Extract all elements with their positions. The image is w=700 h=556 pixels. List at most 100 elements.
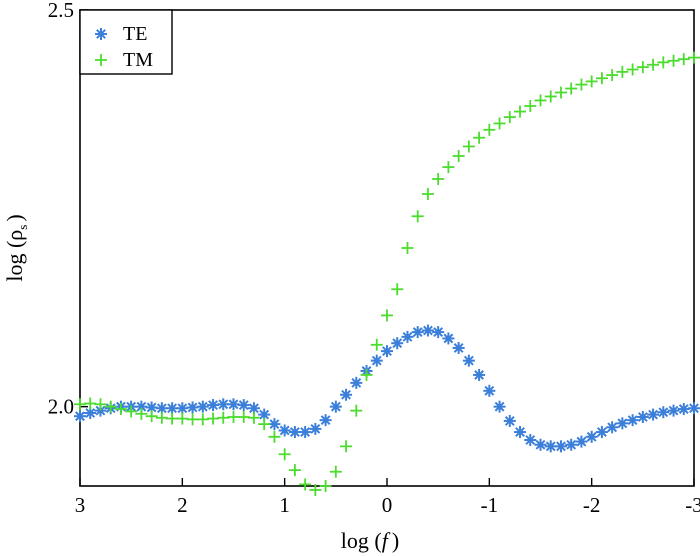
data-point-tm	[381, 309, 393, 322]
data-point-te	[585, 430, 598, 443]
data-point-tm	[452, 149, 465, 162]
data-point-tm	[524, 99, 537, 112]
legend-symbol-te	[95, 28, 107, 40]
x-tick-label: -2	[583, 493, 601, 517]
data-point-te	[411, 326, 424, 339]
legend-label-te: TE	[123, 23, 147, 45]
data-point-te	[534, 438, 547, 451]
data-point-te	[606, 421, 619, 434]
y-tick-label: 2.5	[48, 0, 74, 22]
data-point-tm	[258, 418, 271, 431]
data-point-te	[74, 410, 86, 423]
data-point-tm	[667, 54, 680, 67]
data-point-te	[595, 426, 608, 439]
data-point-tm	[125, 405, 138, 418]
data-point-tm	[493, 117, 506, 130]
data-point-tm	[350, 404, 363, 417]
x-tick-label: 0	[382, 493, 393, 517]
data-point-tm	[544, 90, 557, 103]
data-point-tm	[319, 480, 332, 492]
data-point-te	[636, 410, 649, 423]
data-point-tm	[278, 448, 291, 461]
data-point-tm	[391, 283, 404, 296]
data-point-tm	[309, 483, 322, 496]
data-point-tm	[196, 413, 209, 426]
data-point-te	[350, 376, 363, 389]
data-point-tm	[626, 63, 639, 76]
data-point-te	[288, 426, 301, 439]
legend-marker-te	[95, 28, 107, 40]
data-point-tm	[114, 403, 127, 416]
y-axis-title-close: )	[2, 214, 27, 221]
data-point-te	[647, 408, 660, 421]
data-point-te	[278, 424, 291, 437]
data-point-tm	[104, 400, 117, 413]
data-point-te	[657, 406, 670, 419]
x-axis-title-text: log (	[341, 528, 382, 553]
data-point-te	[421, 324, 434, 337]
x-axis-title: log (f)	[341, 528, 399, 553]
data-point-te	[493, 400, 506, 413]
data-point-tm	[360, 368, 373, 381]
data-point-tm	[217, 411, 230, 424]
data-point-te	[565, 438, 578, 451]
data-point-te	[667, 404, 680, 417]
x-tick-label: 2	[177, 493, 188, 517]
data-point-tm	[227, 410, 240, 423]
legend-marker-tm	[95, 54, 107, 66]
data-point-tm	[299, 478, 312, 491]
data-point-te	[268, 418, 281, 431]
data-point-te	[299, 426, 312, 439]
data-point-te	[688, 402, 700, 415]
data-point-te	[196, 400, 209, 413]
data-point-te	[462, 354, 475, 367]
y-axis-title-sub: s	[15, 225, 30, 230]
data-point-tm	[237, 410, 250, 423]
data-point-te	[309, 422, 322, 435]
data-point-tm	[329, 465, 342, 478]
data-point-tm	[575, 78, 588, 91]
data-point-te	[452, 341, 465, 354]
data-point-tm	[411, 210, 424, 223]
data-point-te	[186, 401, 199, 414]
data-point-tm	[636, 61, 649, 74]
data-point-tm	[176, 412, 189, 425]
data-point-tm	[657, 56, 670, 69]
data-point-tm	[268, 430, 281, 443]
data-point-tm	[483, 123, 496, 136]
data-point-tm	[514, 105, 527, 118]
data-point-te	[217, 398, 230, 411]
x-tick-label: 3	[75, 493, 86, 517]
x-axis-title-close: )	[392, 528, 399, 553]
data-point-te	[575, 435, 588, 448]
legend-symbol-tm	[95, 54, 107, 66]
x-axis-title-var: f	[382, 528, 391, 553]
data-point-te	[176, 402, 189, 415]
data-point-te	[319, 414, 332, 427]
data-point-tm	[155, 411, 168, 424]
data-point-tm	[554, 86, 567, 99]
data-point-tm	[432, 172, 445, 185]
data-point-tm	[647, 58, 660, 71]
data-point-tm	[74, 398, 86, 411]
data-point-te	[401, 330, 414, 343]
data-point-tm	[186, 413, 199, 426]
data-point-tm	[84, 397, 97, 410]
data-point-te	[514, 426, 527, 439]
data-point-te	[616, 417, 629, 430]
data-point-te	[227, 398, 240, 411]
x-tick-label: -1	[481, 493, 499, 517]
data-point-tm	[207, 412, 220, 425]
data-point-te	[340, 388, 353, 401]
data-point-tm	[595, 72, 608, 85]
data-point-tm	[370, 338, 383, 351]
data-point-tm	[585, 75, 598, 88]
data-point-te	[626, 414, 639, 427]
data-point-tm	[534, 94, 547, 107]
data-point-te	[370, 354, 383, 367]
data-point-tm	[421, 188, 434, 201]
data-point-tm	[135, 407, 148, 420]
data-point-te	[442, 332, 455, 345]
data-point-tm	[247, 411, 260, 424]
